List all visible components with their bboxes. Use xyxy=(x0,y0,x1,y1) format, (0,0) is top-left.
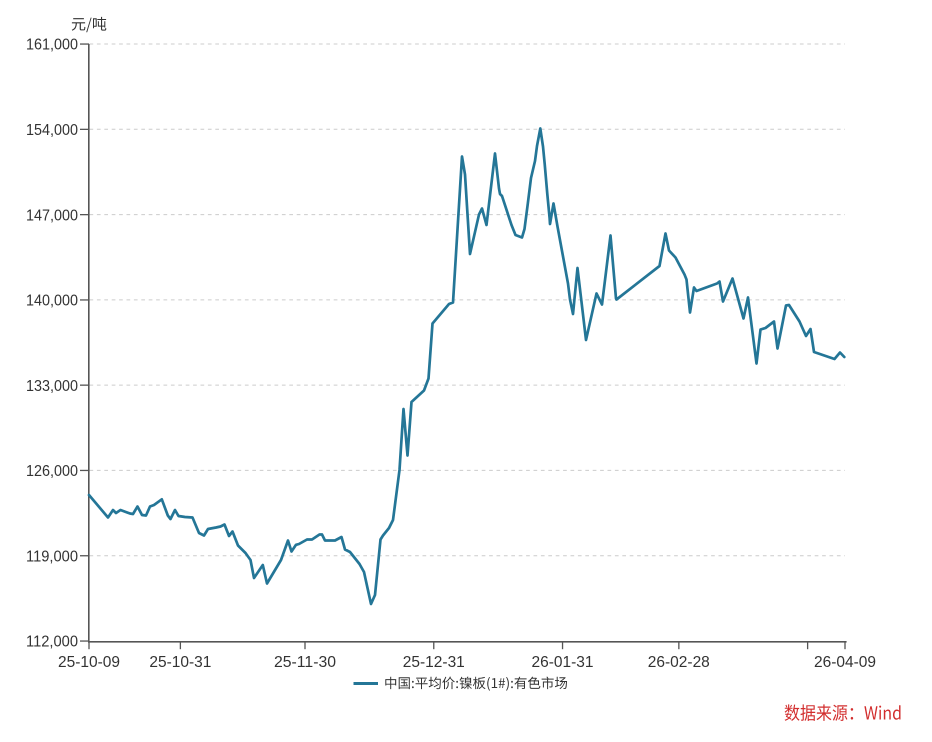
svg-text:154,000: 154,000 xyxy=(26,122,78,139)
svg-text:119,000: 119,000 xyxy=(26,548,78,565)
svg-text:140,000: 140,000 xyxy=(26,293,78,310)
svg-text:26-02-28: 26-02-28 xyxy=(648,654,710,671)
svg-text:112,000: 112,000 xyxy=(26,634,78,651)
svg-text:133,000: 133,000 xyxy=(26,378,78,395)
svg-text:25-10-31: 25-10-31 xyxy=(149,654,211,671)
svg-text:26-01-31: 26-01-31 xyxy=(532,654,594,671)
svg-text:25-11-30: 25-11-30 xyxy=(274,654,336,671)
svg-text:147,000: 147,000 xyxy=(26,207,78,224)
svg-text:25-10-09: 25-10-09 xyxy=(58,654,120,671)
svg-text:161,000: 161,000 xyxy=(26,37,78,54)
svg-text:26-04-09: 26-04-09 xyxy=(814,654,876,671)
svg-text:126,000: 126,000 xyxy=(26,463,78,480)
svg-text:25-12-31: 25-12-31 xyxy=(403,654,465,671)
